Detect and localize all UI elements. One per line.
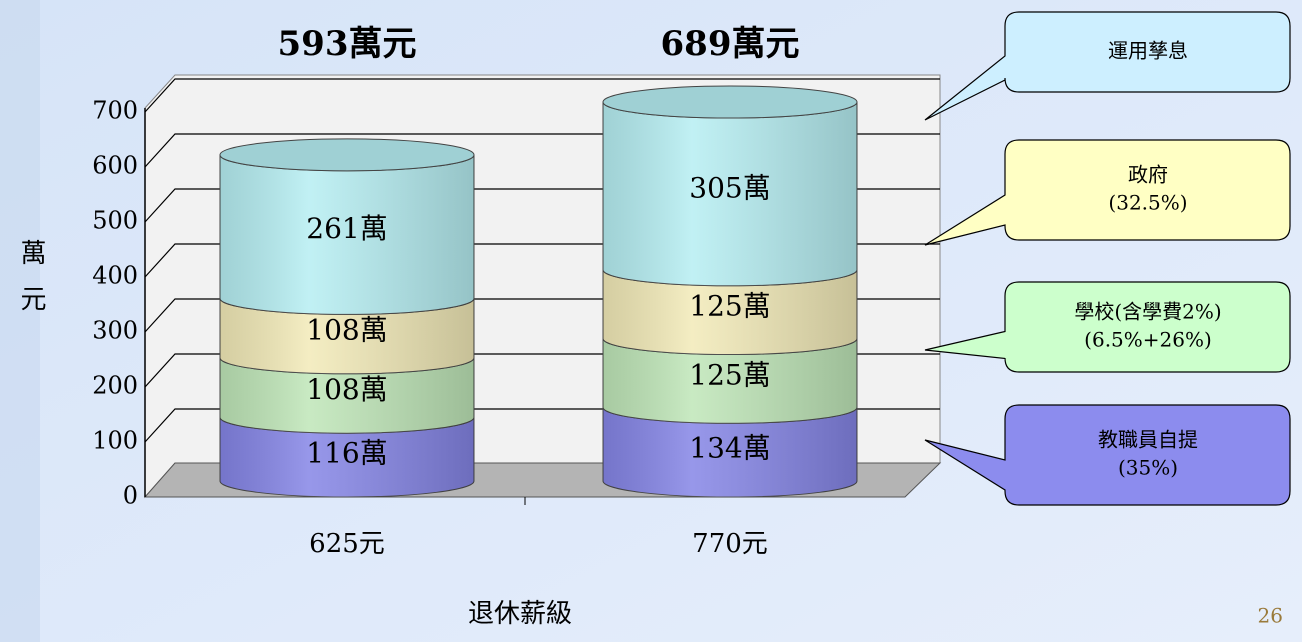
y-tick-label: 400 (92, 262, 138, 290)
y-tick-label: 700 (92, 97, 138, 125)
x-axis-title: 退休薪級 (468, 599, 572, 629)
legend-label: 學校(含學費2%) (1074, 300, 1221, 324)
legend-share: (32.5%) (1108, 191, 1187, 215)
data-label: 261萬 (306, 212, 387, 245)
legend-label: 政府 (1128, 163, 1168, 187)
y-tick-label: 300 (92, 317, 138, 345)
y-tick-label: 100 (92, 427, 138, 455)
data-label: 116萬 (306, 437, 387, 470)
legend-share: (6.5%+26%) (1084, 328, 1212, 352)
slide: 退休薪級 萬元 26 0 100 200 300 400 500 600 700 625元 116… (0, 0, 1302, 642)
data-label: 305萬 (689, 171, 770, 204)
y-tick-label: 0 (123, 482, 138, 510)
cylinder-top (603, 86, 857, 118)
legend-label: 教職員自提 (1098, 428, 1198, 452)
y-axis-title: 萬元 (16, 239, 46, 331)
page-number: 26 (1258, 604, 1283, 628)
x-tick-label: 625元 (309, 529, 385, 559)
data-label: 108萬 (306, 314, 387, 347)
y-tick-label: 600 (92, 152, 138, 180)
legend-label: 運用孳息 (1108, 39, 1188, 63)
cylinder-top (220, 139, 474, 171)
data-label: 134萬 (689, 432, 770, 465)
data-label: 125萬 (689, 358, 770, 391)
data-label: 108萬 (306, 373, 387, 406)
total-label: 593萬元 (278, 24, 417, 64)
data-label: 125萬 (689, 290, 770, 323)
total-label: 689萬元 (661, 24, 800, 64)
x-tick-label: 770元 (692, 529, 768, 559)
legend-share: (35%) (1118, 456, 1178, 480)
y-tick-label: 200 (92, 372, 138, 400)
y-tick-label: 500 (92, 207, 138, 235)
